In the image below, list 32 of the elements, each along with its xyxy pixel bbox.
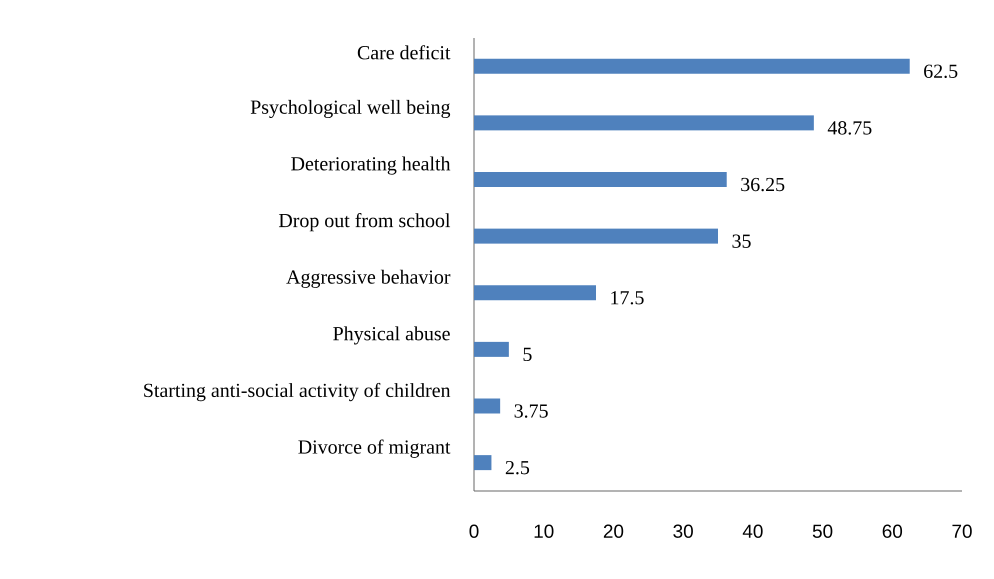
y-tick-label: Deteriorating health	[291, 156, 450, 175]
bar	[474, 228, 718, 244]
bar	[474, 455, 492, 470]
x-tick-label: 50	[812, 524, 832, 538]
bar	[474, 115, 814, 130]
x-tick-label: 70	[952, 524, 972, 538]
data-label: 62.5	[924, 64, 958, 78]
y-tick-label: Psychological well being	[250, 100, 450, 118]
y-tick-label: Care deficit	[358, 45, 450, 60]
y-tick-label: Divorce of migrant	[298, 440, 450, 458]
bar	[474, 398, 500, 414]
data-label: 5	[524, 348, 532, 362]
y-tick-label: Drop out from school	[278, 213, 450, 232]
data-label: 48.75	[828, 121, 872, 135]
data-label: 36.25	[741, 178, 784, 192]
bar	[474, 172, 727, 188]
bar	[474, 58, 910, 74]
bar	[474, 342, 509, 357]
x-tick-label: 0	[469, 524, 479, 538]
data-label: 3.75	[514, 404, 548, 418]
data-label: 35	[732, 234, 751, 248]
data-label: 17.5	[611, 291, 644, 305]
data-label: 2.5	[506, 460, 530, 474]
y-tick-label: Aggressive behavior	[286, 270, 450, 288]
x-tick-label: 60	[882, 524, 902, 538]
x-tick-label: 40	[742, 524, 763, 538]
bar	[474, 285, 596, 300]
x-tick-label: 20	[604, 524, 624, 538]
x-tick-label: 30	[673, 524, 693, 538]
y-tick-label: Starting anti-social activity of children	[144, 382, 450, 402]
x-tick-label: 10	[534, 524, 554, 538]
y-tick-label: Physical abuse	[333, 326, 450, 344]
